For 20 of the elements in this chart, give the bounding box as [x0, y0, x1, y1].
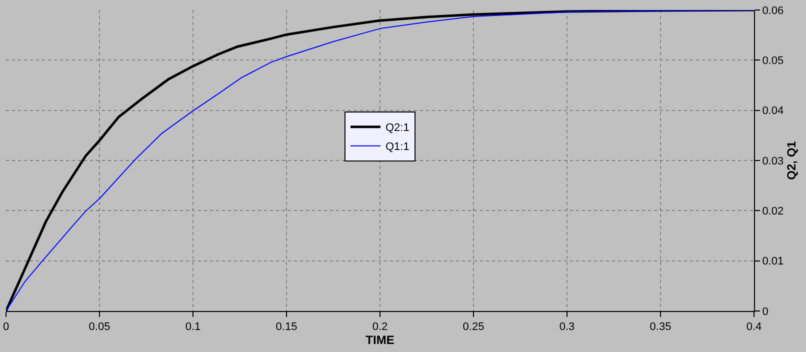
y-axis-title: Q2, Q1 [784, 140, 799, 180]
y-tick-label: 0.02 [762, 206, 784, 218]
x-tick-label: 0.05 [88, 321, 110, 334]
y-tick-label: 0.01 [762, 256, 784, 268]
x-tick-label: 0.3 [559, 321, 575, 334]
y-tick-label: 0.06 [762, 4, 784, 17]
x-tick-label: 0.4 [746, 321, 762, 334]
legend-label: Q1:1 [386, 141, 410, 154]
x-tick-label: 0.25 [462, 321, 484, 334]
x-tick-label: 0.15 [276, 321, 298, 334]
y-tick-label: 0.03 [762, 155, 784, 168]
y-tick-label: 0 [762, 306, 768, 318]
legend-label: Q2:1 [386, 122, 410, 134]
y-tick-label: 0.05 [762, 55, 784, 68]
x-tick-label: 0.2 [372, 321, 388, 334]
y-tick-label: 0.04 [762, 105, 784, 118]
x-tick-label: 0 [2, 321, 10, 334]
x-tick-label: 0.35 [650, 321, 672, 334]
x-axis-title: TIME [366, 333, 394, 348]
x-tick-label: 0.1 [185, 321, 201, 334]
